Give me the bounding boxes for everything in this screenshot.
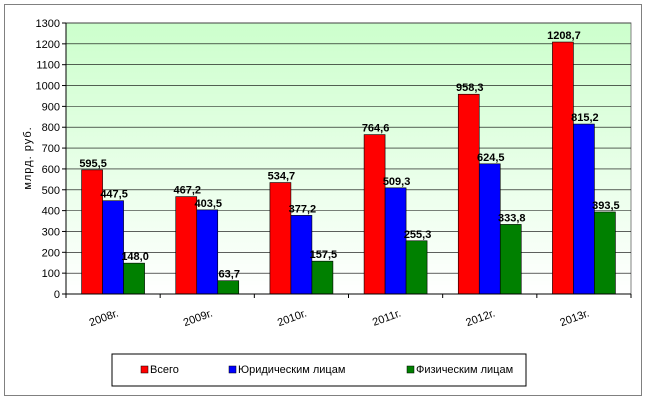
bar	[384, 187, 407, 295]
x-tick-label: 2012г.	[464, 308, 496, 330]
data-label: 63,7	[219, 269, 240, 281]
y-tick-label: 300	[42, 226, 60, 238]
bar	[594, 211, 616, 295]
bar	[311, 260, 334, 295]
bar	[457, 93, 480, 295]
legend-swatch-individuals	[406, 365, 415, 374]
bar	[217, 280, 240, 295]
y-tick-label: 700	[42, 143, 60, 155]
y-axis-label: млрд. руб.	[22, 126, 34, 189]
legend-label-total: Всего	[150, 364, 179, 376]
legend-box	[111, 353, 527, 387]
legend-label-individuals: Физическим лицам	[416, 364, 513, 376]
bar	[405, 240, 428, 295]
data-label: 764,6	[362, 123, 390, 135]
y-tick-label: 500	[42, 185, 60, 197]
bar	[102, 200, 124, 295]
y-tick-label: 100	[42, 268, 60, 280]
data-label: 509,3	[383, 176, 411, 188]
y-tick-label: 1100	[36, 60, 60, 72]
y-tick-label: 0	[54, 289, 60, 301]
x-tick-label: 2011г.	[371, 308, 403, 329]
legend-label-legal: Юридическим лицам	[238, 364, 345, 376]
y-tick-label: 600	[42, 164, 60, 176]
data-label: 815,2	[571, 112, 599, 124]
data-label: 403,5	[194, 198, 222, 210]
y-tick-label: 900	[42, 101, 60, 113]
data-label: 377,2	[289, 203, 317, 215]
x-axis: 2008г. 2009г. 2010г. 2011г. 2012г. 2013г.	[65, 293, 632, 330]
bar	[478, 163, 501, 295]
bar	[269, 182, 292, 295]
data-label: 393,5	[592, 200, 620, 212]
legend-swatch-total	[140, 365, 149, 374]
data-label: 595,5	[79, 158, 107, 170]
x-tick-label: 2013г.	[558, 308, 590, 330]
x-tick-label: 2009г.	[182, 308, 214, 330]
bar	[363, 134, 386, 295]
data-label: 467,2	[173, 185, 201, 197]
data-label: 148,0	[121, 251, 149, 263]
gridlines	[66, 22, 631, 274]
y-tick-label: 1200	[36, 39, 60, 51]
y-tick-label: 1300	[36, 18, 60, 30]
x-tick-label: 2008г.	[88, 308, 120, 330]
data-label: 958,3	[456, 82, 484, 94]
bar	[175, 196, 198, 295]
data-label: 157,5	[310, 249, 338, 261]
y-tick-label: 1000	[36, 81, 60, 93]
y-tick-label: 800	[42, 122, 60, 134]
bar	[499, 224, 522, 295]
x-tick-label: 2010г.	[276, 308, 308, 330]
bar	[552, 41, 574, 295]
legend: Всего Юридическим лицам Физическим лицам	[111, 353, 527, 387]
y-tick-label: 200	[42, 247, 60, 259]
legend-swatch-legal	[228, 365, 237, 374]
y-axis: 0 100 200 300 400 500 600 700 800 900 1000 1100 1200…	[36, 18, 67, 301]
data-label: 333,8	[498, 212, 526, 224]
bar	[123, 262, 145, 295]
data-label: 447,5	[100, 189, 128, 201]
data-label: 1208,7	[547, 30, 581, 42]
y-tick-label: 400	[42, 206, 60, 218]
bar	[196, 209, 219, 295]
plot-area	[65, 22, 632, 295]
data-label: 255,3	[404, 229, 432, 241]
data-label: 624,5	[477, 152, 505, 164]
data-label: 534,7	[268, 171, 296, 183]
